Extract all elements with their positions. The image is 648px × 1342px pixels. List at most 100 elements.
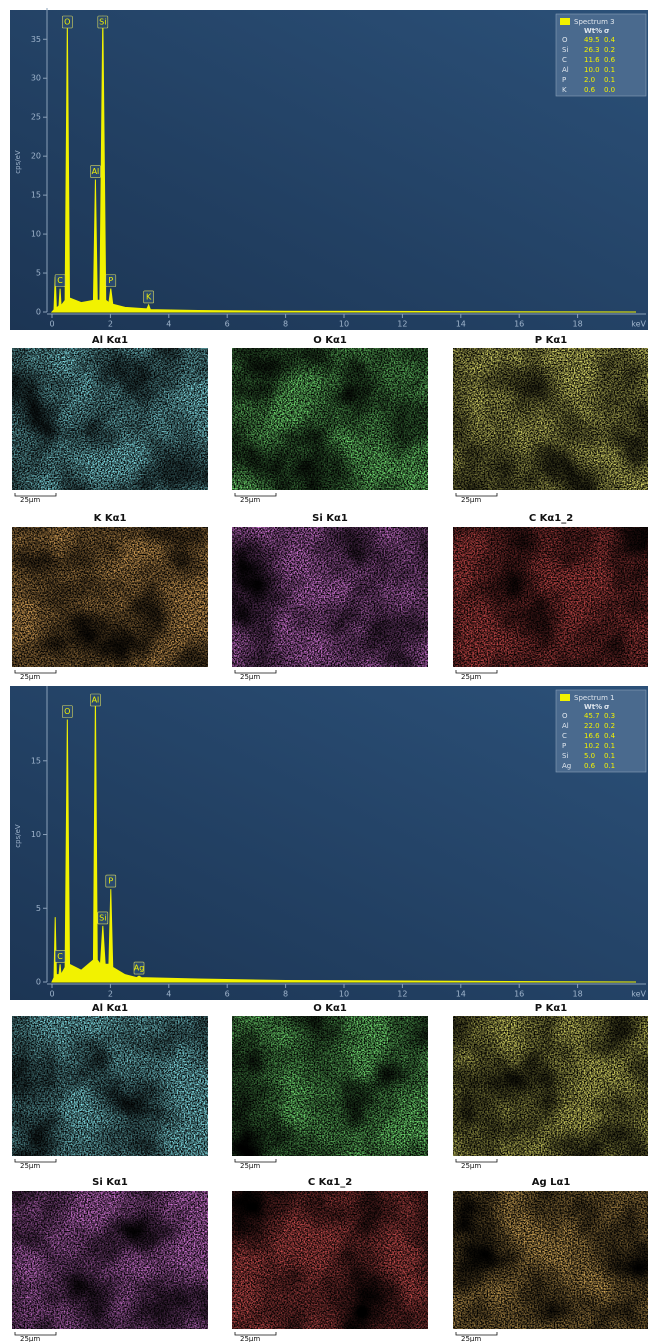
map-shading bbox=[12, 348, 208, 490]
table-cell: C bbox=[562, 732, 567, 740]
annotation: P bbox=[108, 877, 113, 886]
table-cell: Ag bbox=[562, 762, 571, 770]
y-tick-label: 10 bbox=[31, 230, 41, 239]
table-cell: 10.0 bbox=[584, 66, 600, 74]
table-cell: 0.6 bbox=[584, 762, 596, 770]
x-tick-label: 2 bbox=[108, 990, 113, 999]
table-cell: 0.1 bbox=[604, 752, 615, 760]
map-shading bbox=[12, 527, 208, 667]
table-cell: Al bbox=[562, 66, 569, 74]
table-cell: C bbox=[562, 56, 567, 64]
scale-bar bbox=[455, 1332, 498, 1336]
map-shading bbox=[453, 1016, 648, 1156]
map-title: Al Kα1 bbox=[92, 335, 128, 346]
legend-label: Spectrum 3 bbox=[574, 18, 615, 26]
table-cell: O bbox=[562, 36, 568, 44]
table-cell: 22.0 bbox=[584, 722, 600, 730]
table-cell: 26.3 bbox=[584, 46, 600, 54]
map-shading bbox=[453, 348, 648, 490]
y-axis-label: cps/eV bbox=[14, 150, 22, 174]
scale-label: 25μm bbox=[240, 1335, 260, 1342]
scale-label: 25μm bbox=[20, 1335, 40, 1342]
spectrum bbox=[51, 694, 637, 983]
table-cell: 0.3 bbox=[604, 712, 615, 720]
annotation: Si bbox=[99, 913, 106, 922]
table-cell: K bbox=[562, 86, 567, 94]
table-cell: 0.1 bbox=[604, 76, 615, 84]
scale-label: 25μm bbox=[240, 496, 260, 504]
table-cell: 49.5 bbox=[584, 36, 600, 44]
annotation: O bbox=[64, 18, 70, 27]
x-axis-label: keV bbox=[631, 320, 646, 329]
x-tick-label: 4 bbox=[166, 990, 171, 999]
x-tick-label: 12 bbox=[397, 320, 407, 329]
map-title: Si Kα1 bbox=[312, 513, 348, 524]
table-cell: 0.6 bbox=[584, 86, 596, 94]
y-tick-label: 5 bbox=[36, 904, 41, 913]
table-cell: 0.1 bbox=[604, 762, 615, 770]
x-tick-label: 14 bbox=[456, 320, 466, 329]
x-tick-label: 6 bbox=[225, 320, 230, 329]
map-title: O Kα1 bbox=[313, 1003, 347, 1014]
y-tick-label: 30 bbox=[31, 74, 41, 83]
table-cell: P bbox=[562, 76, 566, 84]
table-cell: 11.6 bbox=[584, 56, 600, 64]
annotation: C bbox=[57, 276, 63, 285]
map-title: C Kα1_2 bbox=[529, 513, 573, 524]
scale-bar bbox=[14, 493, 57, 497]
annotation-box bbox=[62, 15, 73, 29]
y-tick-label: 5 bbox=[36, 269, 41, 278]
table-cell: Si bbox=[562, 752, 568, 760]
spectrum-panel bbox=[10, 686, 648, 1000]
annotation-box bbox=[143, 290, 154, 304]
annotation: Al bbox=[92, 167, 100, 176]
table-cell: 0.0 bbox=[604, 86, 615, 94]
y-axis-label: cps/eV bbox=[14, 824, 22, 848]
map-shading bbox=[232, 1016, 428, 1156]
annotation-box bbox=[105, 274, 117, 287]
table-header: Wt% bbox=[584, 703, 602, 711]
map-title: Si Kα1 bbox=[92, 1177, 128, 1188]
x-tick-label: 8 bbox=[283, 990, 288, 999]
table-cell: 0.1 bbox=[604, 66, 615, 74]
table-cell: 0.1 bbox=[604, 742, 615, 750]
x-tick-label: 10 bbox=[339, 320, 349, 329]
map-shading bbox=[453, 1191, 648, 1329]
x-tick-label: 6 bbox=[225, 990, 230, 999]
x-tick-label: 16 bbox=[514, 990, 524, 999]
scale-bar bbox=[455, 670, 498, 674]
x-tick-label: 14 bbox=[456, 990, 466, 999]
legend-swatch bbox=[560, 694, 570, 701]
table-header: Wt% bbox=[584, 27, 602, 35]
scale-label: 25μm bbox=[20, 496, 40, 504]
annotation: Ag bbox=[134, 964, 145, 973]
spectrum-panel bbox=[10, 10, 648, 330]
scale-label: 25μm bbox=[461, 1162, 481, 1170]
y-tick-label: 0 bbox=[36, 978, 41, 987]
map-shading bbox=[12, 1191, 208, 1329]
x-tick-label: 0 bbox=[49, 320, 54, 329]
annotation-box bbox=[90, 693, 101, 707]
annotation: O bbox=[64, 707, 70, 716]
annotation: K bbox=[146, 292, 152, 301]
y-tick-label: 15 bbox=[31, 756, 41, 765]
table-cell: 45.7 bbox=[584, 712, 600, 720]
scale-bar bbox=[455, 493, 498, 497]
map-shading bbox=[232, 348, 428, 490]
table-cell: 2.0 bbox=[584, 76, 595, 84]
scale-bar bbox=[455, 1159, 498, 1163]
spectrum bbox=[50, 15, 637, 313]
annotation: P bbox=[108, 276, 113, 285]
map-title: Ag Lα1 bbox=[532, 1177, 571, 1188]
annotation-box bbox=[97, 911, 109, 925]
y-tick-label: 15 bbox=[31, 191, 41, 200]
x-tick-label: 8 bbox=[283, 320, 288, 329]
map-shading bbox=[453, 527, 648, 667]
scale-label: 25μm bbox=[461, 673, 481, 681]
legend-label: Spectrum 1 bbox=[574, 694, 615, 702]
annotation-box bbox=[97, 15, 109, 29]
table-cell: Si bbox=[562, 46, 568, 54]
scale-bar bbox=[14, 1332, 57, 1336]
map-shading bbox=[12, 1016, 208, 1156]
scale-label: 25μm bbox=[240, 1162, 260, 1170]
